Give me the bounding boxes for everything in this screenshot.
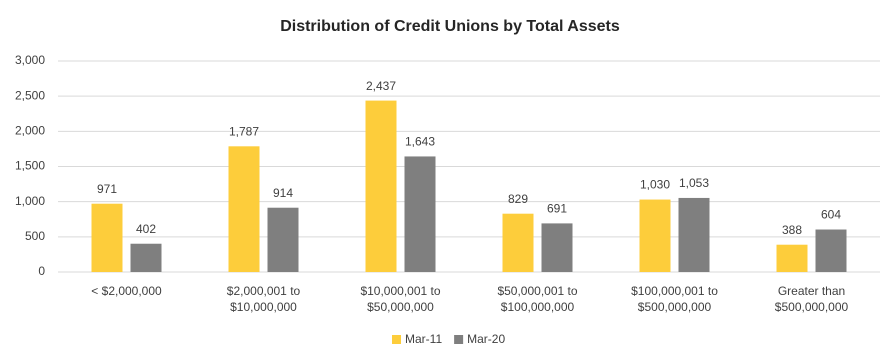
chart-title: Distribution of Credit Unions by Total A… [280,18,620,35]
x-tick-label: $50,000,000 [367,300,434,314]
bar [365,100,397,273]
y-tick-label: 2,000 [15,124,45,138]
x-tick-label: Greater than [778,284,845,298]
bar [639,199,671,272]
x-tick-label: $2,000,001 to [227,284,301,298]
value-label: 388 [782,223,802,237]
bar [815,229,847,272]
legend-label: Mar-20 [467,332,505,346]
bar [404,156,436,272]
value-label: 1,787 [229,124,259,138]
y-tick-label: 3,000 [15,53,45,67]
y-tick-label: 1,500 [15,159,45,173]
bar [228,146,260,272]
legend-swatch [454,335,464,344]
value-label: 829 [508,192,528,206]
bar [130,243,162,272]
x-tick-label: $50,000,001 to [497,284,577,298]
value-label: 1,643 [405,135,435,149]
x-tick-label: < $2,000,000 [91,284,162,298]
x-tick-label: $500,000,000 [775,300,849,314]
value-label: 691 [547,202,567,216]
bar [267,207,299,272]
y-tick-label: 0 [38,264,45,278]
value-label: 402 [136,222,156,236]
value-label: 1,053 [679,176,709,190]
x-tick-label: $10,000,001 to [360,284,440,298]
bar [678,197,710,272]
x-tick-label: $10,000,000 [230,300,297,314]
x-tick-label: $100,000,000 [501,300,575,314]
x-tick-label: $100,000,001 to [631,284,718,298]
legend-swatch [392,335,401,344]
value-label: 604 [821,208,841,222]
bar [776,244,808,272]
value-label: 2,437 [366,79,396,93]
bar [541,223,573,272]
value-label: 914 [273,186,293,200]
bar [91,203,123,272]
y-tick-label: 2,500 [15,88,45,102]
legend-label: Mar-11 [405,332,442,346]
value-label: 1,030 [640,178,670,192]
y-tick-label: 500 [25,229,45,243]
value-label: 971 [97,182,117,196]
y-tick-label: 1,000 [15,194,45,208]
x-tick-label: $500,000,000 [638,300,712,314]
bar [502,213,534,272]
